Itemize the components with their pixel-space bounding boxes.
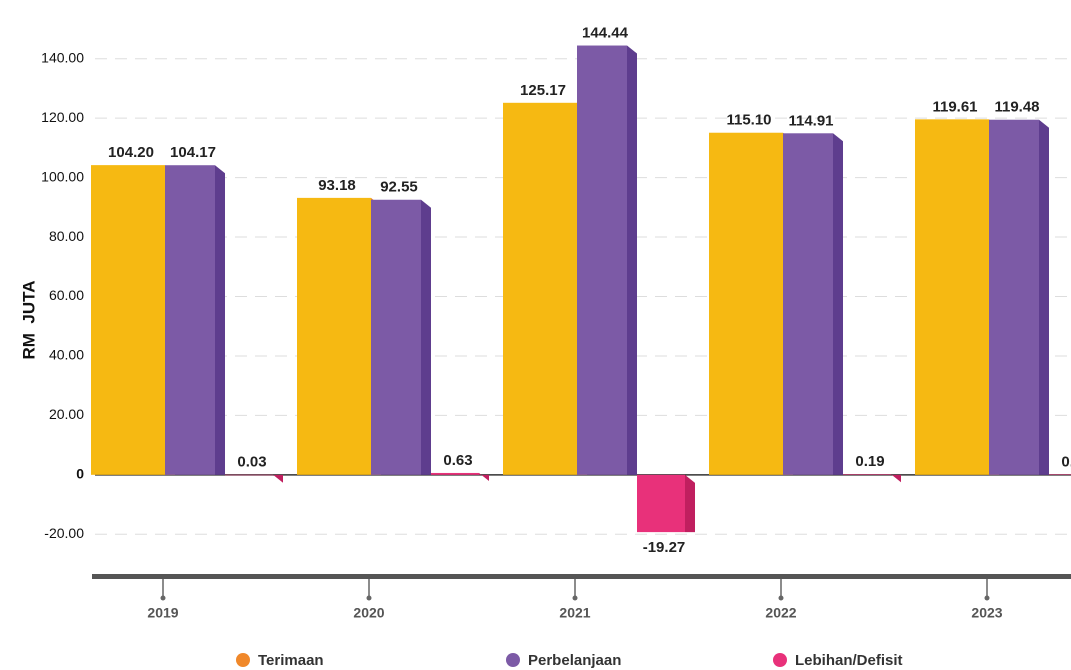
x-tick-dot <box>160 595 166 601</box>
value-label: 0.03 <box>237 454 266 471</box>
value-label: 119.61 <box>932 98 977 115</box>
legend-swatch <box>236 653 250 667</box>
value-label: 104.20 <box>108 144 154 161</box>
legend-swatch <box>773 653 787 667</box>
bar <box>709 132 783 475</box>
legend-label: Lebihan/Defisit <box>795 652 903 669</box>
bar-side <box>421 199 431 475</box>
x-tick-dot <box>366 595 372 601</box>
bar-side <box>273 474 283 483</box>
x-tick-dot <box>572 595 578 601</box>
bar-side <box>627 45 637 475</box>
bar <box>783 133 833 475</box>
bar <box>843 474 891 475</box>
bar <box>431 472 479 475</box>
y-tick-label: 80.00 <box>49 228 84 244</box>
value-label: 0.19 <box>855 453 884 470</box>
bar <box>637 474 685 533</box>
bar <box>915 119 989 475</box>
x-tick-label: 2019 <box>147 605 178 621</box>
bar-side <box>1039 119 1049 475</box>
x-axis-base <box>92 574 1071 579</box>
y-tick-label: 40.00 <box>49 347 84 363</box>
value-label: 119.48 <box>994 99 1039 116</box>
value-label: 144.44 <box>582 24 629 41</box>
bar <box>165 165 215 475</box>
value-label: -19.27 <box>643 539 686 556</box>
y-tick-label: 0 <box>76 466 84 482</box>
y-tick-label: 120.00 <box>41 109 84 125</box>
bar <box>225 474 273 476</box>
x-tick-label: 2022 <box>765 605 796 621</box>
legend-swatch <box>506 653 520 667</box>
bar <box>989 119 1039 475</box>
value-label: 92.55 <box>380 179 418 196</box>
legend-label: Perbelanjaan <box>528 652 621 669</box>
bar <box>371 199 421 475</box>
x-tick-dot <box>984 595 990 601</box>
y-tick-label: 100.00 <box>41 168 84 184</box>
value-label: 114.91 <box>788 112 833 129</box>
bar-side <box>215 165 225 475</box>
bar-side <box>685 474 695 533</box>
legend-label: Terimaan <box>258 652 324 669</box>
value-label: 115.10 <box>726 112 771 129</box>
bar <box>577 45 627 475</box>
x-tick-label: 2021 <box>559 605 590 621</box>
value-label: 104.17 <box>170 144 216 161</box>
y-axis-label: RM JUTA <box>19 280 38 359</box>
x-tick-dot <box>778 595 784 601</box>
bar <box>297 197 371 475</box>
bar <box>91 165 165 475</box>
value-label: 0.13 <box>1061 453 1071 470</box>
bar-side <box>833 133 843 475</box>
y-tick-label: 20.00 <box>49 406 84 422</box>
y-tick-label: -20.00 <box>44 525 84 541</box>
bar <box>503 102 577 475</box>
value-label: 93.18 <box>318 177 356 194</box>
bar-side <box>891 474 901 483</box>
bar-side <box>479 472 489 481</box>
x-tick-label: 2020 <box>353 605 384 621</box>
x-tick-label: 2023 <box>971 605 1002 621</box>
value-label: 125.17 <box>520 82 566 99</box>
value-label: 0.63 <box>443 452 472 469</box>
y-tick-label: 60.00 <box>49 287 84 303</box>
bar <box>1049 474 1071 475</box>
y-tick-label: 140.00 <box>41 49 84 65</box>
